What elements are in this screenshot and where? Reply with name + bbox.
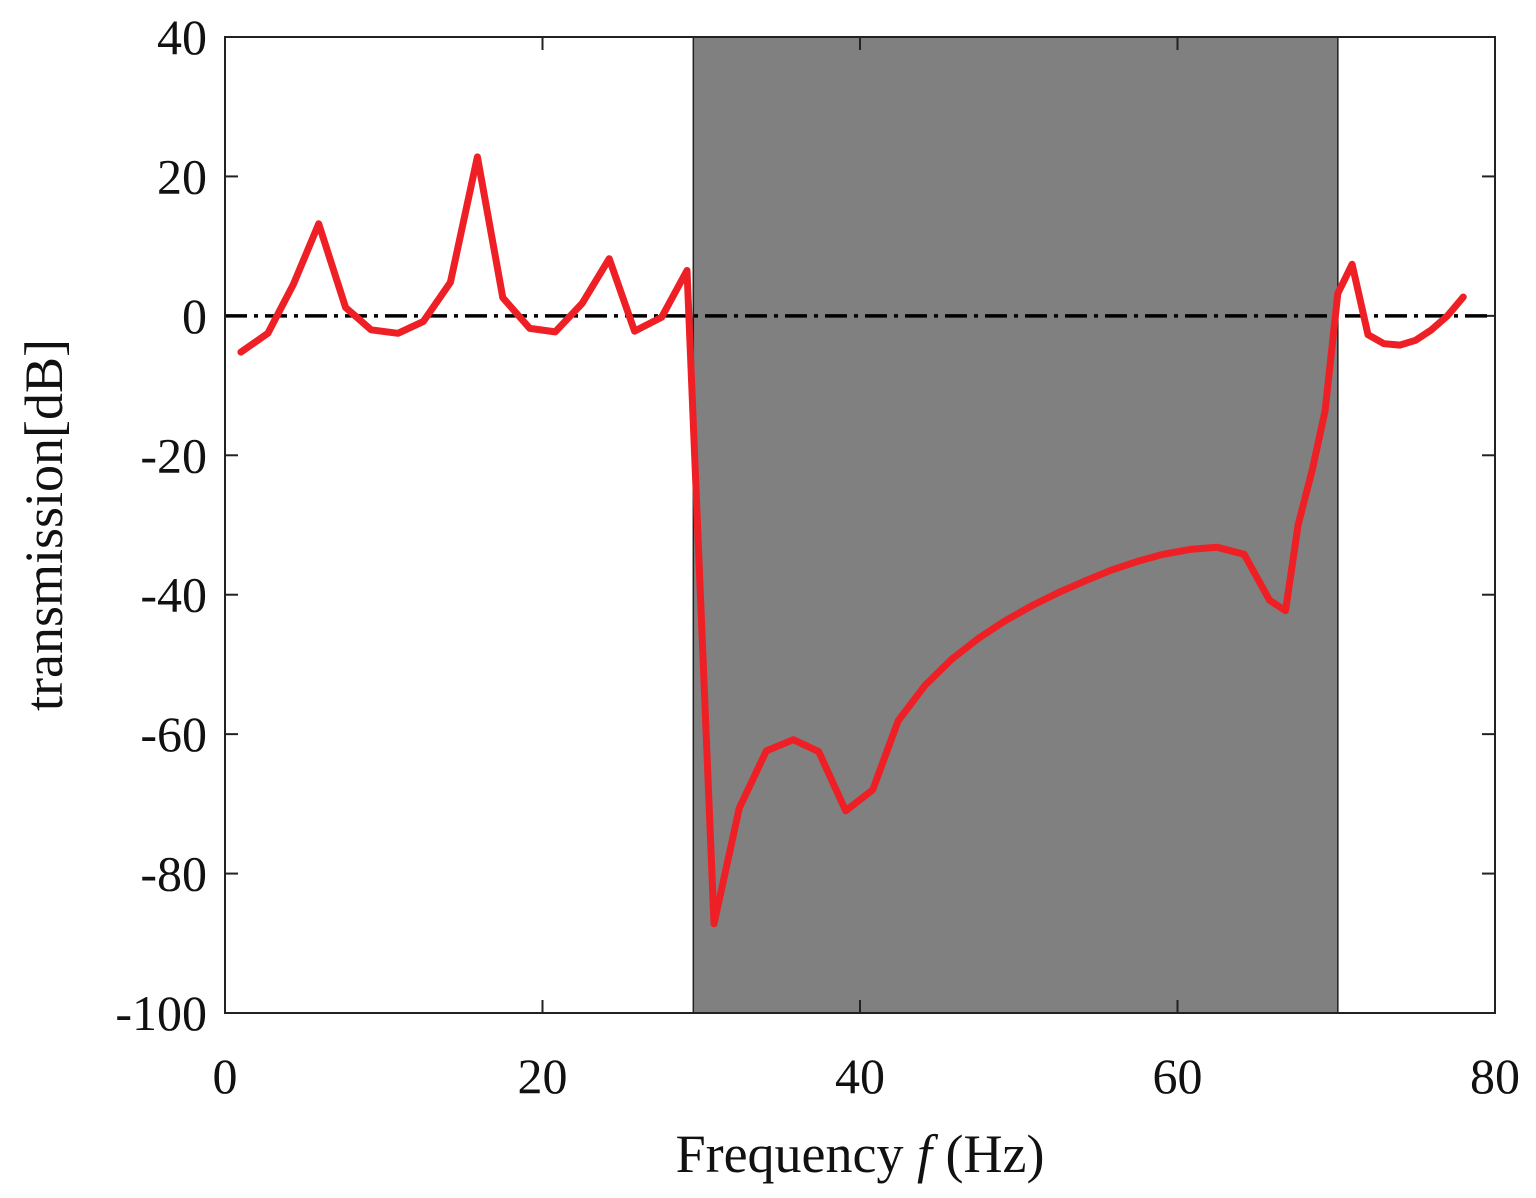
plot-frame xyxy=(224,36,1496,1014)
series-line-0 xyxy=(237,153,1467,928)
y-tick-labels: 40 20 0 -20 -40 -60 -80 -100 xyxy=(115,9,207,1041)
y-axis-label: transmission[dB] xyxy=(14,339,74,711)
x-tick-labels: 0 20 40 60 80 xyxy=(213,1048,1521,1104)
x-axis-label: Frequency f (Hz) xyxy=(676,1124,1045,1184)
y-tick-label-5: -60 xyxy=(140,706,207,762)
stop-band-layer xyxy=(692,36,1339,1014)
y-tick-label-2: 0 xyxy=(182,288,207,344)
y-tick-label-7: -100 xyxy=(115,985,207,1041)
x-tick-label-1: 20 xyxy=(518,1048,568,1104)
x-axis-label-text: Frequency xyxy=(676,1124,904,1184)
stop-band xyxy=(692,36,1339,1014)
series-layer xyxy=(237,153,1467,928)
x-tick-label-3: 60 xyxy=(1153,1048,1203,1104)
x-tick-label-2: 40 xyxy=(835,1048,885,1104)
x-axis-label-variable: f xyxy=(917,1124,939,1184)
x-tick-label-0: 0 xyxy=(213,1048,238,1104)
y-tick-label-6: -80 xyxy=(140,846,207,902)
x-axis-label-unit: (Hz) xyxy=(946,1124,1045,1184)
y-tick-label-3: -20 xyxy=(140,427,207,483)
x-tick-label-4: 80 xyxy=(1470,1048,1520,1104)
y-tick-label-0: 40 xyxy=(157,9,207,65)
y-tick-label-4: -40 xyxy=(140,567,207,623)
y-tick-label-1: 20 xyxy=(157,148,207,204)
